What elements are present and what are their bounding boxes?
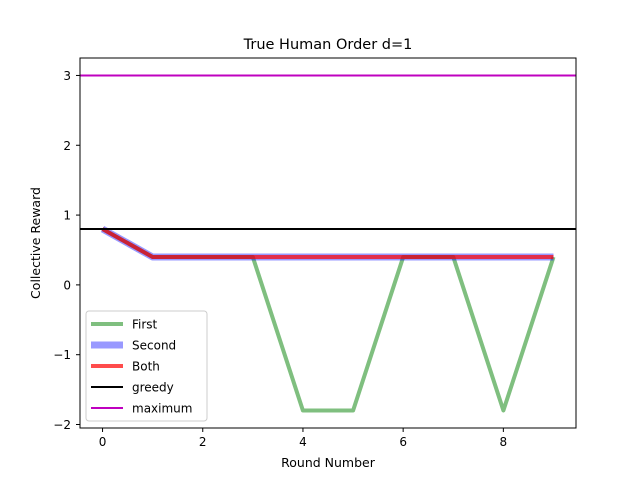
legend-label-greedy: greedy [132, 381, 174, 395]
chart-title: True Human Order d=1 [243, 37, 413, 53]
series-layer [80, 74, 576, 413]
legend-label-second: Second [132, 339, 176, 353]
y-axis-label: Collective Reward [28, 187, 43, 299]
x-tick-label: 6 [399, 435, 407, 449]
y-tick-label: −1 [53, 348, 71, 362]
x-tick-label: 2 [199, 435, 207, 449]
y-tick-label: 3 [63, 69, 71, 83]
x-axis-label: Round Number [281, 455, 376, 470]
legend-label-maximum: maximum [132, 402, 192, 416]
y-axis-ticks: −2 −1 0 1 2 3 [53, 69, 80, 432]
x-tick-label: 8 [500, 435, 508, 449]
legend-label-first: First [132, 318, 158, 332]
y-tick-label: −2 [53, 418, 71, 432]
plot-frame [79, 57, 577, 429]
x-tick-label: 0 [99, 435, 107, 449]
y-tick-label: 1 [63, 209, 71, 223]
series-line-both [101, 227, 554, 259]
legend-frame [85, 310, 208, 422]
legend-label-both: Both [132, 360, 160, 374]
x-tick-label: 4 [299, 435, 307, 449]
y-tick-label: 2 [63, 139, 71, 153]
y-tick-label: 0 [63, 278, 71, 292]
legend: First Second Both greedy maximum [85, 310, 208, 422]
x-axis-ticks: 0 2 4 6 8 [99, 428, 507, 449]
